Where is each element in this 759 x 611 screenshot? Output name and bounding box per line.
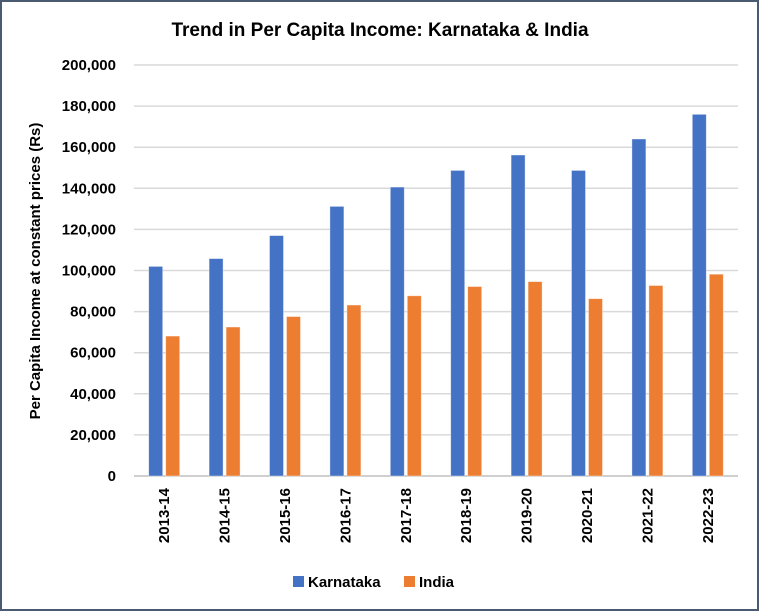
y-tick-label: 20,000	[70, 427, 116, 444]
bar-karnataka-2018-19	[450, 170, 466, 477]
x-tick-label: 2013-14	[156, 487, 173, 543]
y-tick-label: 100,000	[62, 263, 116, 280]
gridlines	[134, 64, 738, 477]
bar-india-2018-19	[467, 286, 483, 477]
bar-india-2022-23	[708, 273, 724, 477]
y-axis-ticks: 0 20,000 40,000 60,000 80,000 100,000 120,000 1…	[62, 57, 116, 485]
legend-label-karnataka: Karnataka	[308, 574, 381, 591]
bar-karnataka-2022-23	[691, 113, 707, 477]
x-tick-label: 2015-16	[277, 488, 294, 543]
bar-india-2017-18	[406, 295, 422, 477]
y-tick-label: 60,000	[70, 345, 116, 362]
y-tick-label: 120,000	[62, 221, 116, 238]
x-axis-ticks: 2013-14 2014-15 2015-16 2016-17 2017-18 2018-…	[156, 487, 717, 543]
bars	[148, 113, 724, 477]
bar-karnataka-2015-16	[269, 235, 284, 477]
bar-karnataka-2017-18	[389, 186, 405, 477]
chart-title: Trend in Per Capita Income: Karnataka & …	[171, 20, 588, 41]
legend-swatch-karnataka	[293, 576, 304, 587]
bar-india-2016-17	[346, 304, 362, 477]
x-tick-label: 2018-19	[458, 488, 475, 543]
bar-karnataka-2016-17	[329, 205, 345, 477]
bar-karnataka-2013-14	[148, 265, 164, 477]
bar-india-2014-15	[225, 326, 241, 477]
legend-swatch-india	[404, 576, 415, 587]
y-tick-label: 160,000	[62, 139, 116, 156]
y-axis-label: Per Capita Income at constant prices (Rs…	[27, 123, 44, 420]
x-tick-label: 2017-18	[398, 488, 415, 543]
bar-india-2019-20	[527, 281, 543, 477]
y-tick-label: 200,000	[62, 57, 116, 74]
x-tick-label: 2022-23	[700, 488, 717, 543]
legend-label-india: India	[419, 574, 455, 591]
y-tick-label: 0	[108, 468, 116, 485]
y-tick-label: 40,000	[70, 386, 116, 403]
x-tick-label: 2019-20	[519, 488, 536, 543]
y-tick-label: 140,000	[62, 180, 116, 197]
x-tick-label: 2014-15	[217, 488, 234, 543]
y-tick-label: 180,000	[62, 98, 116, 115]
bar-india-2015-16	[286, 316, 301, 477]
bar-india-2013-14	[165, 335, 181, 477]
x-tick-label: 2016-17	[337, 488, 354, 543]
legend: Karnataka India	[293, 574, 455, 591]
y-tick-label: 80,000	[70, 304, 116, 321]
bar-india-2020-21	[588, 298, 603, 477]
bar-karnataka-2020-21	[571, 170, 586, 477]
bar-karnataka-2019-20	[510, 154, 526, 477]
bar-karnataka-2021-22	[631, 138, 647, 477]
x-tick-label: 2020-21	[579, 488, 596, 543]
bar-india-2021-22	[648, 285, 664, 477]
bar-karnataka-2014-15	[208, 258, 224, 477]
x-tick-label: 2021-22	[639, 488, 656, 543]
